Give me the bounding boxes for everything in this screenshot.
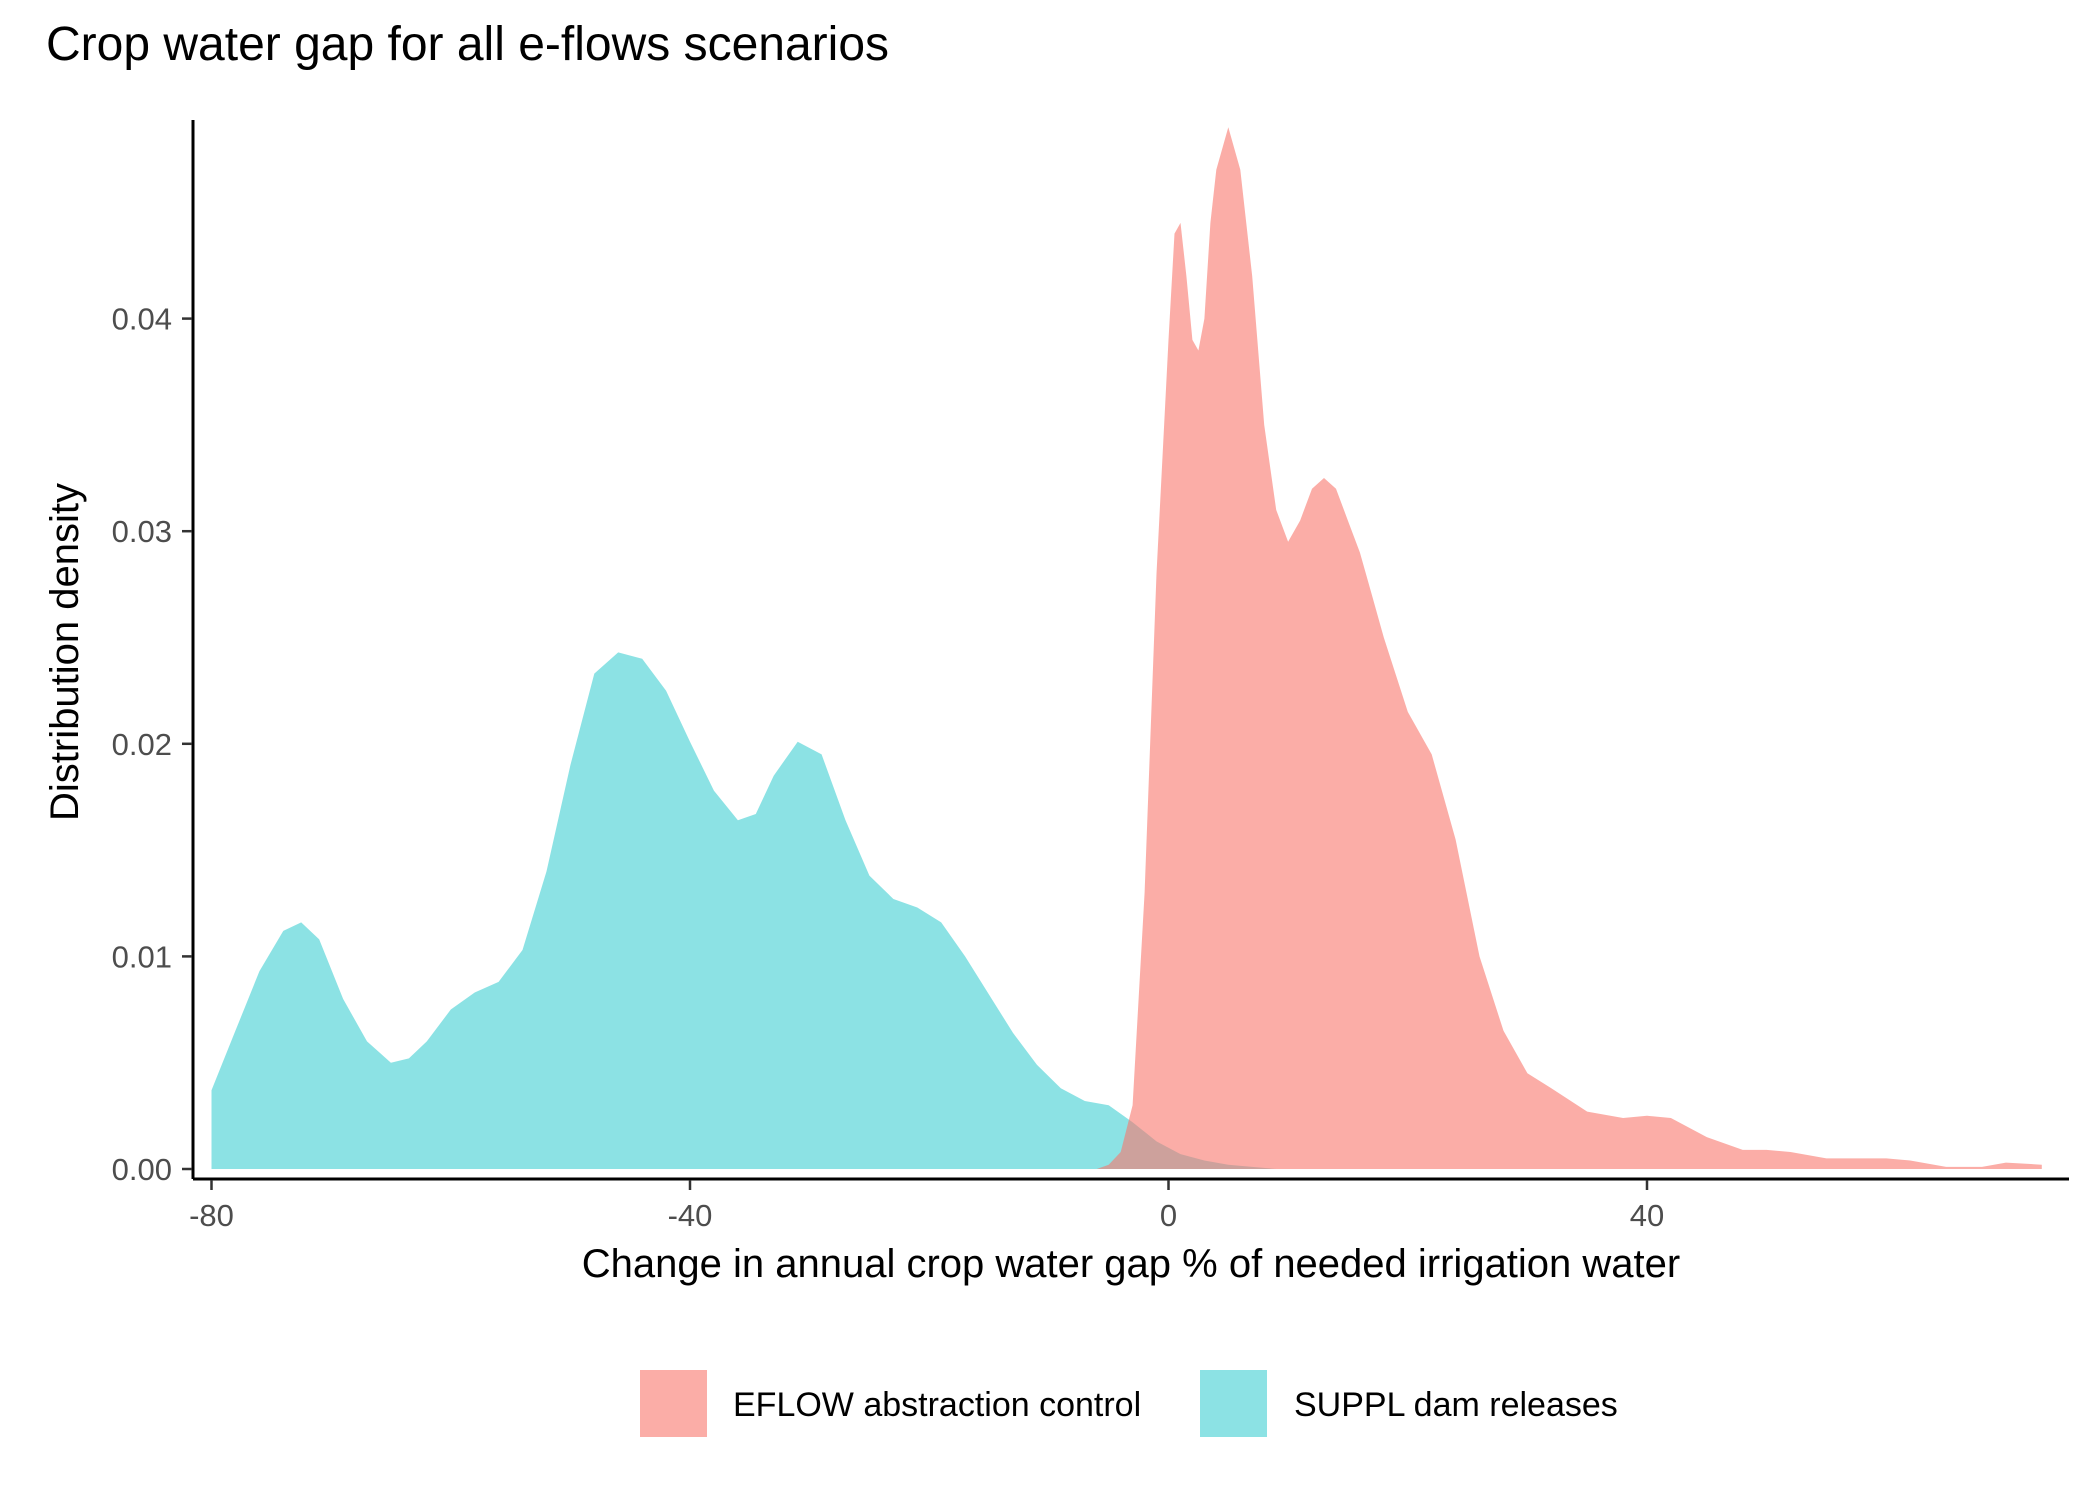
legend-label-suppl: SUPPL dam releases bbox=[1294, 1386, 1618, 1424]
x-tick-label: -80 bbox=[189, 1198, 234, 1233]
density-area-suppl bbox=[211, 652, 1289, 1169]
density-area-eflow bbox=[1096, 127, 2042, 1169]
plot-series bbox=[211, 127, 2042, 1169]
x-axis-ticks: -80 -40 0 40 bbox=[189, 1180, 1664, 1233]
y-tick-label: 0.03 bbox=[112, 514, 172, 549]
legend-swatch-suppl bbox=[1200, 1370, 1267, 1437]
x-tick-label: -40 bbox=[668, 1198, 713, 1233]
y-tick-label: 0.02 bbox=[112, 727, 172, 762]
y-tick-label: 0.04 bbox=[112, 302, 172, 337]
legend-label-eflow: EFLOW abstraction control bbox=[733, 1386, 1141, 1424]
legend-swatch-eflow bbox=[640, 1370, 707, 1437]
y-tick-label: 0.01 bbox=[112, 939, 172, 974]
x-tick-label: 40 bbox=[1630, 1198, 1664, 1233]
legend: EFLOW abstraction control SUPPL dam rele… bbox=[640, 1370, 1618, 1437]
y-axis-title: Distribution density bbox=[43, 483, 87, 821]
chart-title: Crop water gap for all e-flows scenarios bbox=[46, 18, 889, 71]
x-axis-title: Change in annual crop water gap % of nee… bbox=[582, 1242, 1680, 1286]
x-tick-label: 0 bbox=[1160, 1198, 1177, 1233]
y-tick-label: 0.00 bbox=[112, 1152, 172, 1187]
y-axis-ticks: 0.00 0.01 0.02 0.03 0.04 bbox=[112, 302, 192, 1187]
